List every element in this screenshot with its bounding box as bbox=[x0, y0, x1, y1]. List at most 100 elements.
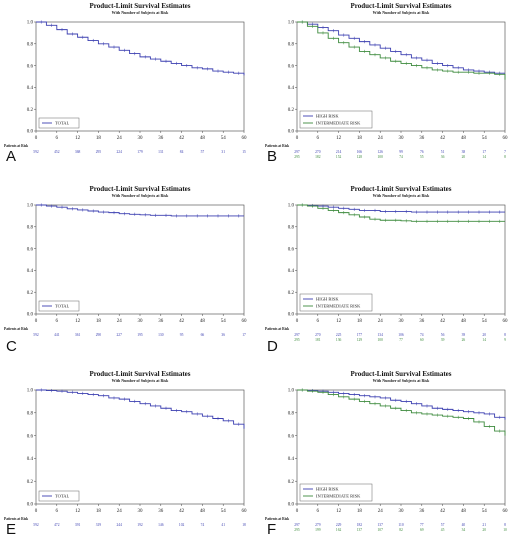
y-tick-label: 1.0 bbox=[27, 21, 34, 26]
x-tick-label: 48 bbox=[200, 319, 206, 324]
x-tick-label: 30 bbox=[399, 319, 405, 324]
risk-count: 40 bbox=[462, 523, 466, 527]
panel-f: Product-Limit Survival Estimates With Num… bbox=[261, 368, 521, 548]
survival-curve-1 bbox=[36, 21, 245, 76]
risk-table-header: Patients at Risk bbox=[265, 144, 289, 148]
risk-count: 45 bbox=[441, 528, 445, 532]
risk-count: 55 bbox=[420, 155, 424, 159]
x-tick-label: 0 bbox=[296, 136, 299, 141]
panel-label-f: F bbox=[267, 521, 277, 538]
x-tick-label: 12 bbox=[75, 509, 81, 514]
y-tick-label: 0.6 bbox=[288, 247, 295, 252]
x-tick-label: 42 bbox=[179, 509, 185, 514]
panel-a: Product-Limit Survival Estimates With Num… bbox=[0, 0, 260, 175]
x-tick-label: 54 bbox=[482, 319, 488, 324]
x-tick-label: 24 bbox=[117, 136, 123, 141]
x-tick-label: 54 bbox=[221, 136, 227, 141]
y-tick-label: 0.6 bbox=[288, 64, 295, 69]
panel-label-a: A bbox=[6, 148, 17, 165]
panel-label-b: B bbox=[267, 148, 278, 165]
x-tick-label: 54 bbox=[482, 136, 488, 141]
risk-count: 130 bbox=[158, 333, 164, 337]
y-tick-label: 0.2 bbox=[27, 291, 34, 296]
x-tick-label: 36 bbox=[158, 136, 164, 141]
risk-count: 8 bbox=[504, 155, 506, 159]
plot-frame bbox=[35, 389, 245, 505]
y-tick-label: 0.6 bbox=[27, 434, 34, 439]
y-tick-label: 0.6 bbox=[27, 64, 34, 69]
y-tick-label: 0.0 bbox=[288, 503, 295, 508]
chart-subtitle: With Number of Subjects at Risk bbox=[373, 378, 430, 383]
y-tick-label: 0.8 bbox=[288, 412, 295, 417]
risk-count: 31 bbox=[221, 150, 225, 154]
risk-count: 295 bbox=[96, 150, 102, 154]
risk-count: 20 bbox=[462, 155, 466, 159]
y-tick-label: 0.8 bbox=[288, 43, 295, 48]
risk-count: 74 bbox=[420, 333, 424, 337]
risk-count: 225 bbox=[336, 333, 342, 337]
x-tick-label: 54 bbox=[221, 509, 227, 514]
x-tick-label: 6 bbox=[56, 136, 59, 141]
risk-count: 20 bbox=[482, 528, 486, 532]
risk-count: 38 bbox=[462, 150, 466, 154]
risk-count: 69 bbox=[420, 528, 424, 532]
risk-count: 77 bbox=[420, 523, 424, 527]
risk-count: 297 bbox=[294, 150, 300, 154]
x-tick-label: 18 bbox=[357, 136, 363, 141]
risk-count: 441 bbox=[54, 333, 60, 337]
x-tick-label: 12 bbox=[75, 319, 81, 324]
risk-count: 56 bbox=[441, 333, 445, 337]
x-tick-label: 42 bbox=[440, 136, 446, 141]
x-tick-label: 0 bbox=[296, 509, 299, 514]
y-tick-label: 1.0 bbox=[27, 204, 34, 209]
risk-count: 177 bbox=[357, 333, 363, 337]
risk-count: 166 bbox=[357, 150, 363, 154]
x-tick-label: 36 bbox=[158, 319, 164, 324]
risk-count: 39 bbox=[441, 338, 445, 342]
risk-count: 592 bbox=[33, 150, 39, 154]
risk-count: 99 bbox=[399, 150, 403, 154]
x-tick-label: 18 bbox=[96, 319, 102, 324]
y-tick-label: 0.4 bbox=[288, 457, 295, 462]
x-tick-label: 36 bbox=[419, 509, 425, 514]
risk-count: 14 bbox=[482, 338, 486, 342]
x-tick-label: 48 bbox=[200, 509, 206, 514]
chart-subtitle: With Number of Subjects at Risk bbox=[373, 10, 430, 15]
legend-label: INTERMEDIATE RISK bbox=[316, 304, 361, 309]
risk-count: 107 bbox=[378, 528, 384, 532]
y-tick-label: 0.2 bbox=[288, 108, 295, 113]
y-tick-label: 0.8 bbox=[27, 43, 34, 48]
x-tick-label: 60 bbox=[503, 136, 509, 141]
x-tick-label: 54 bbox=[221, 319, 227, 324]
panel-label-e: E bbox=[6, 521, 17, 538]
chart-subtitle: With Number of Subjects at Risk bbox=[112, 10, 169, 15]
y-tick-label: 0.0 bbox=[27, 503, 34, 508]
risk-count: 41 bbox=[221, 523, 225, 527]
risk-count: 106 bbox=[398, 333, 404, 337]
legend-label: TOTAL bbox=[55, 121, 70, 126]
risk-count: 20 bbox=[482, 333, 486, 337]
x-tick-label: 18 bbox=[357, 509, 363, 514]
risk-count: 452 bbox=[54, 150, 60, 154]
x-tick-label: 18 bbox=[357, 319, 363, 324]
survival-curve-2 bbox=[297, 389, 506, 436]
legend-label: TOTAL bbox=[55, 304, 70, 309]
risk-count: 8 bbox=[504, 523, 506, 527]
y-tick-label: 1.0 bbox=[288, 389, 295, 394]
risk-count: 76 bbox=[420, 150, 424, 154]
x-tick-label: 12 bbox=[75, 136, 81, 141]
risk-table-header: Patients at Risk bbox=[4, 517, 28, 521]
x-tick-label: 24 bbox=[378, 136, 384, 141]
x-tick-label: 6 bbox=[317, 509, 320, 514]
x-tick-label: 30 bbox=[399, 509, 405, 514]
x-tick-label: 36 bbox=[158, 509, 164, 514]
y-tick-label: 0.4 bbox=[27, 269, 34, 274]
risk-table-header: Patients at Risk bbox=[265, 327, 289, 331]
risk-count: 295 bbox=[294, 528, 300, 532]
x-tick-label: 0 bbox=[35, 136, 38, 141]
risk-count: 8 bbox=[504, 333, 506, 337]
